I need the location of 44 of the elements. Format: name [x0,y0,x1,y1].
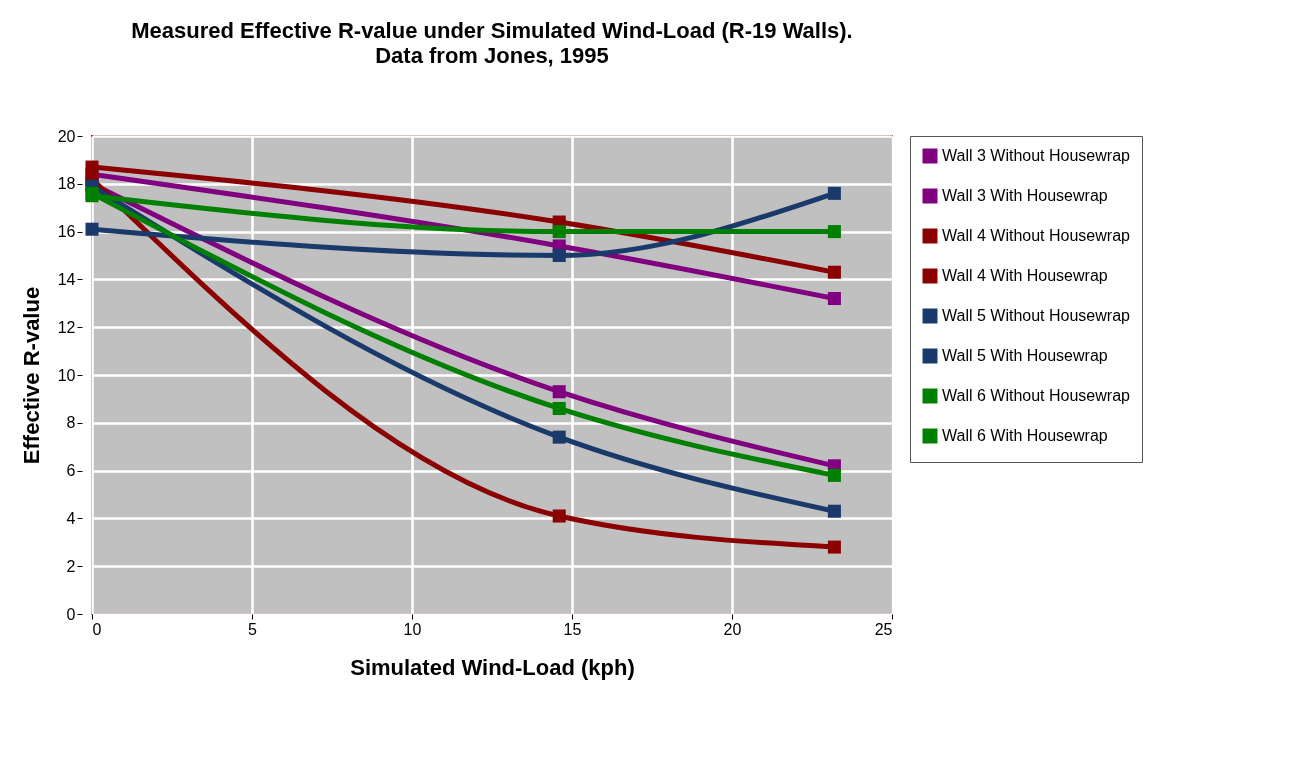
point [552,430,566,444]
y-tick-label: 4 [66,509,76,527]
x-tick-label: 15 [563,620,582,638]
point [827,186,841,200]
point [552,385,566,399]
point [827,504,841,518]
legend-label: Wall 3 With Housewrap [942,187,1108,204]
legend-label: Wall 5 With Housewrap [942,347,1108,364]
point [85,222,99,236]
y-tick-label: 14 [57,270,76,288]
x-tick-label: 5 [248,620,258,638]
point [552,225,566,239]
chart-title: Measured Effective R-value under Simulated Wind-Load (R-19 Walls). [131,18,853,43]
x-tick-label: 25 [874,620,893,638]
legend-label: Wall 5 Without Housewrap [942,307,1131,324]
point [827,468,841,482]
x-axis-title: Simulated Wind-Load (kph) [350,654,635,680]
y-tick-label: 16 [57,223,76,241]
y-tick-label: 10 [57,366,76,384]
x-tick-label: 20 [723,620,742,638]
legend-label: Wall 6 Without Housewrap [942,387,1131,404]
x-tick-label: 10 [403,620,422,638]
point [827,292,841,306]
legend-label: Wall 6 With Housewrap [942,427,1108,444]
x-tick-label: 0 [92,620,102,638]
y-tick-label: 18 [57,175,76,193]
y-tick-label: 2 [66,557,76,575]
y-axis-title: Effective R-value [18,286,44,465]
y-tick-label: 6 [66,462,76,480]
y-tick-label: 0 [66,605,76,623]
y-tick-label: 8 [66,414,76,432]
legend-label: Wall 4 Without Housewrap [942,227,1131,244]
y-tick-label: 20 [57,127,76,145]
legend-label: Wall 3 Without Housewrap [942,147,1131,164]
point [552,509,566,523]
legend-label: Wall 4 With Housewrap [942,267,1108,284]
chart-subtitle: Data from Jones, 1995 [375,43,609,68]
point [827,265,841,279]
point [827,225,841,239]
point [552,401,566,415]
y-tick-label: 12 [57,318,76,336]
point [85,160,99,174]
point [552,248,566,263]
point [827,540,841,554]
